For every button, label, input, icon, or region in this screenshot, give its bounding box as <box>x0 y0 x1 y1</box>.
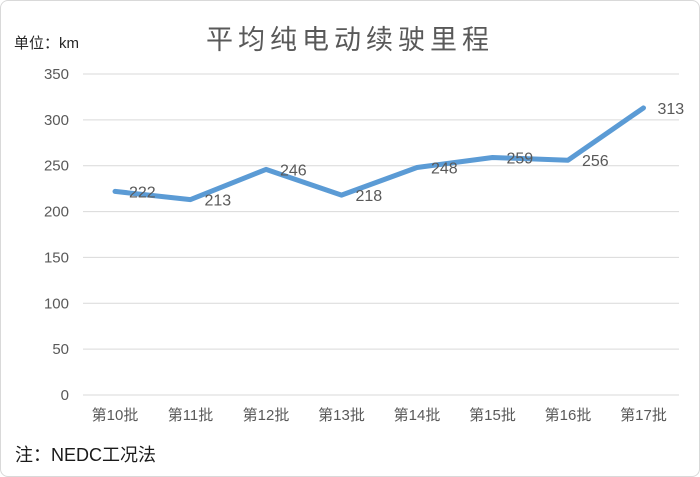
x-tick-label: 第17批 <box>620 406 667 424</box>
y-tick-label: 300 <box>44 112 69 129</box>
data-label: 213 <box>205 193 232 210</box>
unit-label: 单位：km <box>14 35 79 52</box>
series-line <box>112 105 646 203</box>
x-tick-label: 第11批 <box>168 406 214 424</box>
x-tick-label: 第15批 <box>469 406 516 424</box>
data-label: 222 <box>129 184 156 201</box>
y-tick-label: 150 <box>44 249 69 266</box>
x-tick-label: 第10批 <box>92 406 139 424</box>
data-label: 248 <box>431 161 458 178</box>
data-label: 313 <box>658 101 685 118</box>
chart-note: 注：NEDC工况法 <box>15 445 157 465</box>
data-label: 259 <box>507 150 534 167</box>
data-label: 246 <box>280 162 307 179</box>
y-tick-label: 350 <box>44 66 69 83</box>
y-tick-label: 50 <box>52 341 69 358</box>
y-tick-label: 250 <box>44 158 69 175</box>
y-tick-label: 200 <box>44 204 69 221</box>
y-tick-label: 0 <box>61 387 69 404</box>
x-tick-label: 第16批 <box>545 406 592 424</box>
x-tick-label: 第13批 <box>318 406 365 424</box>
x-tick-label: 第14批 <box>394 406 441 424</box>
chart-title: 平均纯电动续驶里程 <box>206 25 494 55</box>
data-label: 256 <box>582 153 609 170</box>
y-tick-label: 100 <box>44 295 69 312</box>
data-label: 218 <box>356 188 383 205</box>
x-tick-label: 第12批 <box>243 406 290 424</box>
